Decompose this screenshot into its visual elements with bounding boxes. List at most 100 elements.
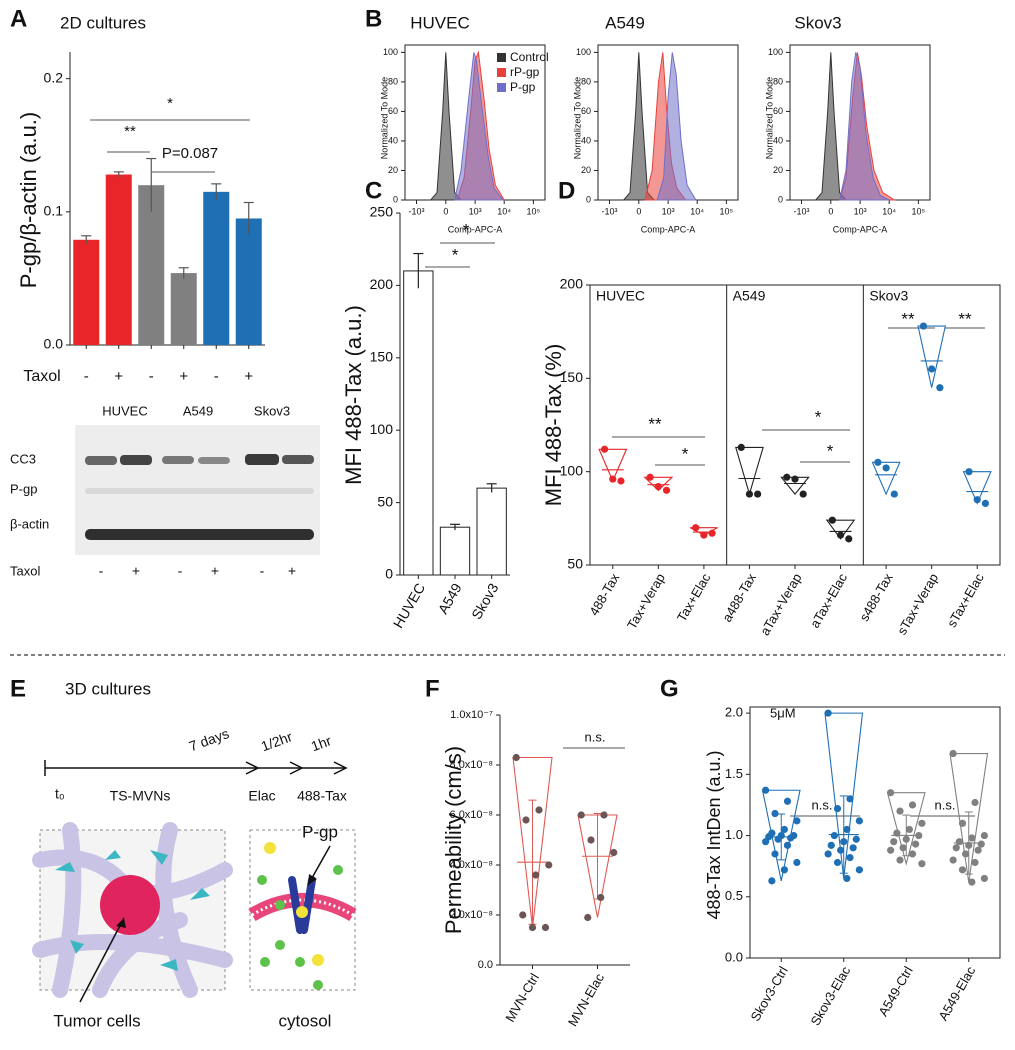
y-tick-label: 80 [773, 76, 783, 86]
blot-level: - [99, 563, 104, 579]
legend-swatch [497, 68, 506, 77]
x-tick-label: a488-Tax [719, 570, 759, 624]
duration-label: 1/2hr [259, 728, 295, 754]
data-point [824, 850, 832, 858]
violin [949, 752, 989, 883]
data-point [958, 819, 967, 827]
y-tick-label: 60 [388, 106, 398, 116]
x-tick-label: + [179, 368, 188, 385]
data-point [846, 795, 854, 803]
data-point [840, 838, 848, 846]
data-point [745, 490, 754, 498]
data-point [793, 858, 801, 867]
x-tick-label: A549-Elac [935, 963, 978, 1023]
data-point [512, 753, 520, 762]
step-label: Elac [248, 788, 275, 804]
annotation: * [815, 407, 822, 426]
violin [917, 325, 947, 388]
data-point [584, 913, 592, 922]
chart-title: A549 [605, 13, 645, 32]
y-tick-label: 80 [581, 76, 591, 86]
step-label: TS-MVNs [110, 788, 171, 804]
y-tick-label: 0.0 [478, 959, 493, 971]
data-point [968, 878, 976, 886]
density-curve [429, 52, 463, 201]
y-tick-label: 20 [581, 165, 591, 175]
x-tick-label: A549 [435, 580, 465, 617]
violin [512, 756, 553, 928]
duration-label: 7 days [187, 725, 231, 754]
x-tick-label: + [244, 368, 253, 385]
data-point [762, 838, 770, 846]
data-point [587, 836, 595, 844]
annotation: ** [901, 309, 915, 328]
y-tick-label: 100 [560, 462, 584, 478]
data-point [780, 866, 788, 874]
y-axis-label: P-gp/β-actin (a.u.) [16, 112, 41, 289]
y-tick-label: 80 [388, 76, 398, 86]
violin [824, 712, 864, 879]
data-point [833, 805, 842, 813]
data-point [905, 825, 913, 834]
data-point [783, 797, 792, 805]
group-label: Skov3 [869, 288, 908, 304]
data-point [783, 473, 791, 481]
legend-label: Control [510, 50, 549, 64]
blot-row-label: β-actin [10, 516, 49, 531]
bar [105, 174, 132, 345]
violin [886, 792, 926, 866]
callout: P-gp [302, 822, 338, 841]
data-point [955, 838, 963, 846]
legend-label: rP-gp [510, 65, 540, 79]
y-tick-label: 50 [567, 556, 583, 572]
y-tick-label: 100 [370, 421, 394, 437]
bar [203, 191, 230, 345]
blot-row-label: CC3 [10, 451, 36, 466]
data-point [849, 844, 857, 852]
bar [73, 239, 100, 345]
data-point [843, 825, 851, 834]
y-tick-label: 150 [560, 369, 584, 385]
y-tick-label: 50 [377, 493, 393, 509]
x-tick-label: -10³ [409, 206, 425, 216]
x-tick-label: MVN-Elac [565, 970, 607, 1029]
y-tick-label: 200 [370, 276, 394, 292]
data-point [700, 531, 708, 539]
y-tick-label: 1.0x10⁻⁷ [450, 709, 493, 721]
density-curve [622, 52, 656, 201]
x-tick-label: 10⁵ [527, 206, 541, 216]
data-point [799, 490, 807, 498]
x-tick-label: 10³ [662, 206, 675, 216]
data-point [783, 841, 792, 849]
data-point [762, 786, 770, 794]
diagram-title: 3D cultures [65, 679, 151, 698]
data-point [791, 475, 799, 483]
density-curve [656, 52, 697, 201]
data-point [609, 475, 617, 483]
membrane-illustration [248, 829, 357, 991]
data-point [828, 516, 836, 524]
data-point [519, 911, 527, 919]
x-tick-label: Tax+Verap [624, 571, 668, 632]
blot-treatment-label: Taxol [10, 563, 40, 578]
y-tick-label: 0.5 [725, 888, 743, 903]
violin [825, 519, 856, 540]
x-tick-label: 0 [828, 206, 833, 216]
data-point [837, 846, 845, 854]
bar [476, 487, 507, 576]
data-point [692, 524, 700, 532]
data-point [981, 499, 990, 507]
tissue-illustration [32, 822, 233, 1003]
data-point [824, 709, 832, 717]
data-point [908, 850, 917, 858]
data-point [874, 458, 882, 466]
data-point [737, 443, 745, 451]
data-point [654, 483, 662, 491]
data-point [600, 445, 609, 453]
y-tick-label: 1.0 [725, 827, 743, 842]
bar [403, 270, 434, 576]
blot-bands [85, 454, 314, 540]
data-point [836, 531, 845, 539]
x-tick-label: 10⁵ [720, 206, 734, 216]
x-tick-label: - [149, 368, 154, 385]
